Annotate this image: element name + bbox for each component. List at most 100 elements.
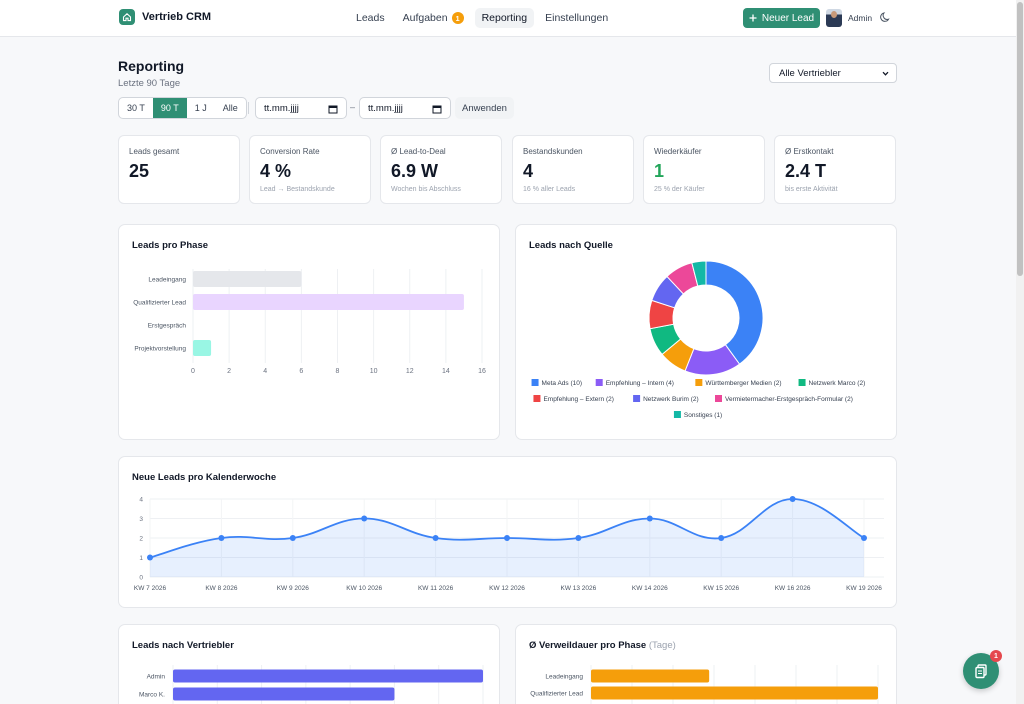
avatar[interactable]	[826, 9, 842, 27]
brand[interactable]: Vertrieb CRM	[119, 9, 211, 25]
kpi-value: 4	[523, 161, 534, 181]
kpi-label: Conversion Rate	[260, 147, 320, 156]
kpi-label: Wiederkäufer	[654, 147, 702, 156]
nav-aufgaben[interactable]: Aufgaben 1	[396, 8, 471, 28]
range-30t-button[interactable]: 30 T	[127, 103, 145, 113]
range-selector: 30 T 90 T 1 J Alle	[118, 97, 247, 119]
bar	[193, 294, 464, 310]
x-tick-label: 10	[370, 368, 378, 375]
salesperson-select[interactable]: Alle Vertriebler	[769, 63, 897, 83]
page-scrollbar[interactable]	[1016, 0, 1024, 704]
x-tick-label: 16	[478, 368, 486, 375]
page-title: Reporting	[118, 58, 185, 74]
chart-title: Ø Verweildauer pro Phase (Tage)	[529, 640, 676, 651]
scrollbar-thumb[interactable]	[1017, 2, 1023, 276]
category-label: Leadeingang	[148, 277, 186, 284]
kpi-card-customers: Bestandskunden 4 16 % aller Leads	[512, 135, 634, 204]
x-tick-label: KW 7 2026	[134, 585, 167, 592]
x-tick-label: KW 14 2026	[632, 585, 668, 592]
page-subtitle: Letzte 90 Tage	[118, 78, 181, 89]
top-navigation-bar: Vertrieb CRM Leads Aufgaben 1 Reporting …	[0, 0, 1016, 37]
range-90t-button[interactable]: 90 T	[152, 98, 187, 118]
range-alle-button[interactable]: Alle	[222, 103, 238, 113]
calendar-icon	[328, 105, 338, 114]
chart-title: Neue Leads pro Kalenderwoche	[132, 472, 277, 483]
chart-card-source: Leads nach Quelle Meta Ads (10) Empfehlun…	[515, 224, 897, 440]
chart-card-rep: Leads nach Vertriebler Admin Marco K.	[118, 624, 500, 704]
bar	[173, 669, 483, 683]
data-point	[432, 535, 439, 541]
nav-reporting[interactable]: Reporting	[474, 8, 535, 28]
data-point	[289, 535, 296, 541]
nav-aufgaben-label: Aufgaben	[402, 12, 448, 24]
kpi-value: 25	[129, 161, 150, 181]
weekly-line-chart: 0 1 2 3 4 KW 7 2026 KW 8 2026 KW 9 2026 KW 10 20…	[134, 496, 884, 592]
kpi-sub: bis erste Aktivität	[785, 186, 838, 193]
kpi-card-first-contact: Ø Erstkontakt 2.4 T bis erste Aktivität	[774, 135, 896, 204]
nav-reporting-label: Reporting	[481, 12, 528, 24]
x-tick-label: KW 9 2026	[277, 585, 310, 592]
source-donut-chart: Meta Ads (10) Empfehlung – Intern (4) Würt…	[531, 260, 865, 419]
date-from-placeholder: tt.mm.jjjj	[264, 102, 299, 114]
chart-title-text: Ø Verweildauer pro Phase	[529, 640, 647, 651]
data-point	[789, 496, 796, 502]
moon-icon[interactable]	[880, 11, 892, 23]
legend-label: Netzwerk Burim (2)	[643, 396, 699, 403]
chevron-down-icon	[882, 71, 889, 76]
bar	[193, 340, 212, 356]
x-tick-label: 0	[191, 368, 195, 375]
data-point	[218, 535, 225, 541]
legend-label: Meta Ads (10)	[542, 380, 582, 387]
nav-einstellungen-label: Einstellungen	[545, 12, 609, 24]
kpi-sub: Wochen bis Abschluss	[391, 186, 461, 193]
y-tick-label: 4	[139, 497, 143, 504]
legend-swatch	[531, 379, 539, 386]
x-tick-label: KW 12 2026	[489, 585, 525, 592]
home-icon	[119, 9, 135, 25]
x-tick-label: KW 13 2026	[561, 585, 597, 592]
y-tick-label: 0	[139, 575, 143, 582]
bar	[193, 271, 302, 287]
apply-button[interactable]: Anwenden	[455, 97, 514, 119]
chart-card-weekly: Neue Leads pro Kalenderwoche 0 1 2 3 4 KW 7 2…	[118, 456, 897, 608]
notification-badge: 1	[990, 650, 1002, 662]
bar	[173, 687, 395, 701]
range-1j-button[interactable]: 1 J	[194, 103, 207, 113]
salesperson-select-value: Alle Vertriebler	[779, 67, 841, 79]
legend-swatch	[715, 395, 722, 402]
kpi-sub: 25 % der Käufer	[654, 186, 705, 193]
nav-einstellungen[interactable]: Einstellungen	[538, 8, 615, 28]
new-lead-label: Neuer Lead	[761, 12, 815, 24]
kpi-value: 1	[654, 161, 665, 181]
divider	[248, 102, 249, 114]
date-from-input[interactable]: tt.mm.jjjj	[255, 97, 347, 119]
kpi-label: Leads gesamt	[129, 147, 180, 156]
data-point	[575, 535, 582, 541]
main-nav: Leads Aufgaben 1 Reporting Einstellungen	[349, 8, 615, 28]
data-point	[646, 515, 653, 522]
dwell-bar-chart: Leadeingang Qualifizierter Lead	[530, 665, 879, 704]
data-point	[147, 554, 153, 561]
legend-swatch	[633, 395, 641, 402]
kpi-label: Bestandskunden	[523, 147, 583, 156]
app-name: Vertrieb CRM	[142, 11, 212, 23]
kpi-card-leads: Leads gesamt 25	[118, 135, 240, 204]
nav-leads[interactable]: Leads	[349, 8, 392, 28]
x-tick-label: KW 8 2026	[205, 585, 238, 592]
chart-title-unit: (Tage)	[648, 640, 676, 651]
legend-label: Württemberger Medien (2)	[705, 380, 781, 387]
kpi-card-lead-to-deal: Ø Lead-to-Deal 6.9 W Wochen bis Abschlus…	[380, 135, 502, 204]
kpi-sub: 16 % aller Leads	[523, 186, 576, 193]
date-to-input[interactable]: tt.mm.jjjj	[359, 97, 451, 119]
chart-title: Leads pro Phase	[132, 240, 209, 251]
legend-swatch	[595, 379, 603, 386]
plus-icon	[749, 14, 757, 22]
y-tick-label: 3	[139, 516, 143, 523]
kpi-sub: Lead → Bestandskunde	[260, 186, 335, 193]
kpi-card-repeat-buyers: Wiederkäufer 1 25 % der Käufer	[643, 135, 765, 204]
legend-label: Empfehlung – Intern (4)	[606, 380, 674, 387]
new-lead-button[interactable]: Neuer Lead	[743, 8, 820, 28]
kpi-value: 2.4 T	[785, 161, 827, 181]
kpi-label: Ø Erstkontakt	[785, 147, 834, 156]
data-point	[861, 535, 867, 541]
